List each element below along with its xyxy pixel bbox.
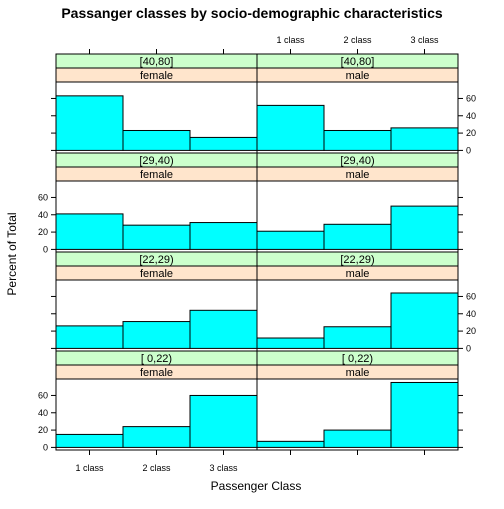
x-tick-label-top: 2 class [343,35,372,45]
age-strip-label: [40,80] [341,56,375,68]
bar [123,130,190,150]
age-strip-label: [22,29) [340,254,374,266]
bar [123,225,190,249]
x-tick-label-top: 3 class [410,35,439,45]
y-tick-label: 20 [38,425,48,435]
x-tick-label-bottom: 1 class [75,463,104,473]
y-tick-label: 0 [43,244,48,254]
sex-strip-label: female [140,70,173,82]
bar [190,395,257,447]
bar [324,327,391,349]
y-axis-title: Percent of Total [5,212,19,295]
y-tick-label: 40 [38,210,48,220]
y-tick-label: 40 [466,309,476,319]
age-strip-label: [ 0,22) [342,353,373,365]
bar [391,128,458,151]
bar [324,224,391,249]
bar [391,382,458,447]
bar [257,338,324,348]
age-strip-label: [29,40) [139,155,173,167]
bar [391,293,458,348]
bar [324,130,391,150]
x-axis-title: Passenger Class [211,479,302,493]
y-tick-label: 40 [466,111,476,121]
y-tick-label: 20 [466,326,476,336]
y-tick-label: 40 [38,408,48,418]
age-strip-label: [29,40) [340,155,374,167]
age-strip-label: [40,80] [140,56,174,68]
x-tick-label-bottom: 2 class [142,463,171,473]
bar [56,326,123,349]
bar [391,206,458,249]
sex-strip-label: male [346,70,370,82]
bar [190,137,257,150]
bar [56,434,123,447]
sex-strip-label: female [140,268,173,280]
bar [190,223,257,250]
y-tick-label: 60 [466,93,476,103]
x-tick-label-top: 1 class [276,35,305,45]
y-tick-label: 0 [466,343,471,353]
sex-strip-label: male [346,169,370,181]
bar [56,96,123,151]
sex-strip-label: male [346,367,370,379]
y-tick-label: 0 [43,442,48,452]
bar [190,310,257,348]
age-strip-label: [22,29) [139,254,173,266]
bar [257,231,324,249]
y-tick-label: 60 [38,192,48,202]
bar [257,105,324,150]
y-tick-label: 20 [38,227,48,237]
x-tick-label-bottom: 3 class [209,463,238,473]
y-tick-label: 60 [38,390,48,400]
panels-group: [40,80] female [40,80] male 0 20 40 60 1 class 2 … [38,35,476,473]
sex-strip-label: female [140,169,173,181]
bar [123,427,190,448]
bar [123,322,190,349]
y-tick-label: 0 [466,145,471,155]
y-tick-label: 60 [466,291,476,301]
chart-title: Passanger classes by socio-demographic c… [61,5,443,21]
bar [257,441,324,447]
age-strip-label: [ 0,22) [141,353,172,365]
y-tick-label: 20 [466,128,476,138]
sex-strip-label: female [140,367,173,379]
sex-strip-label: male [346,268,370,280]
bar [56,214,123,250]
bar [324,430,391,447]
